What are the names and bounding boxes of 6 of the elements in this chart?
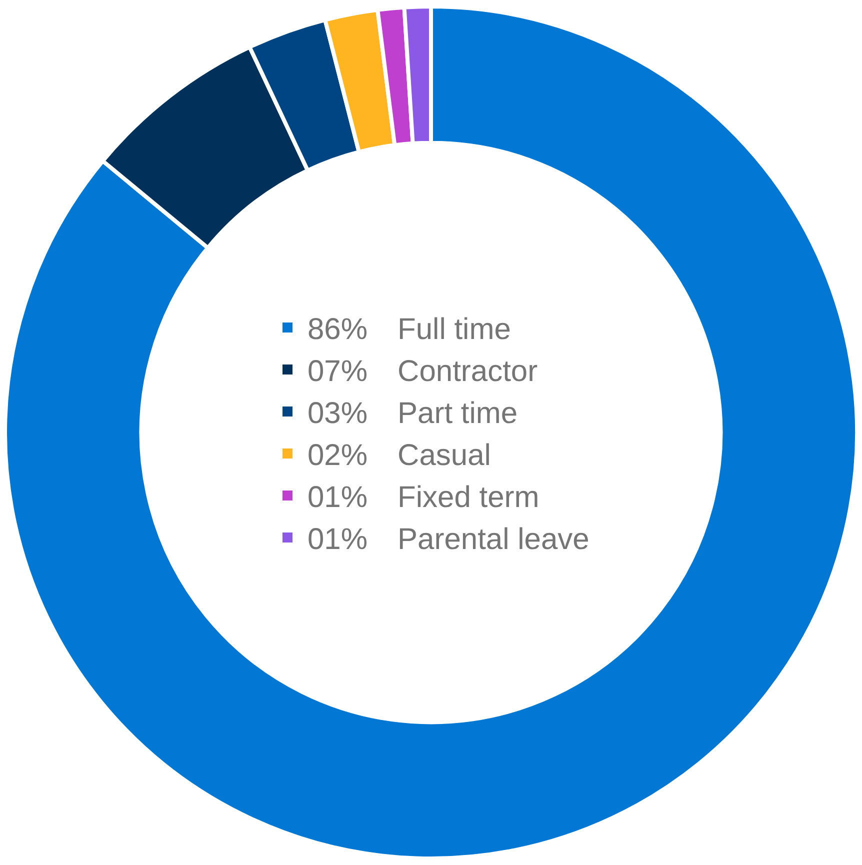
legend-label: 03% Part time <box>308 397 518 430</box>
legend-label: 01% Parental leave <box>308 523 590 556</box>
legend-label: 01% Fixed term <box>308 481 540 514</box>
legend-label: 86% Full time <box>308 313 511 346</box>
legend-label: 07% Contractor <box>308 355 538 388</box>
legend-label: 02% Casual <box>308 439 491 472</box>
